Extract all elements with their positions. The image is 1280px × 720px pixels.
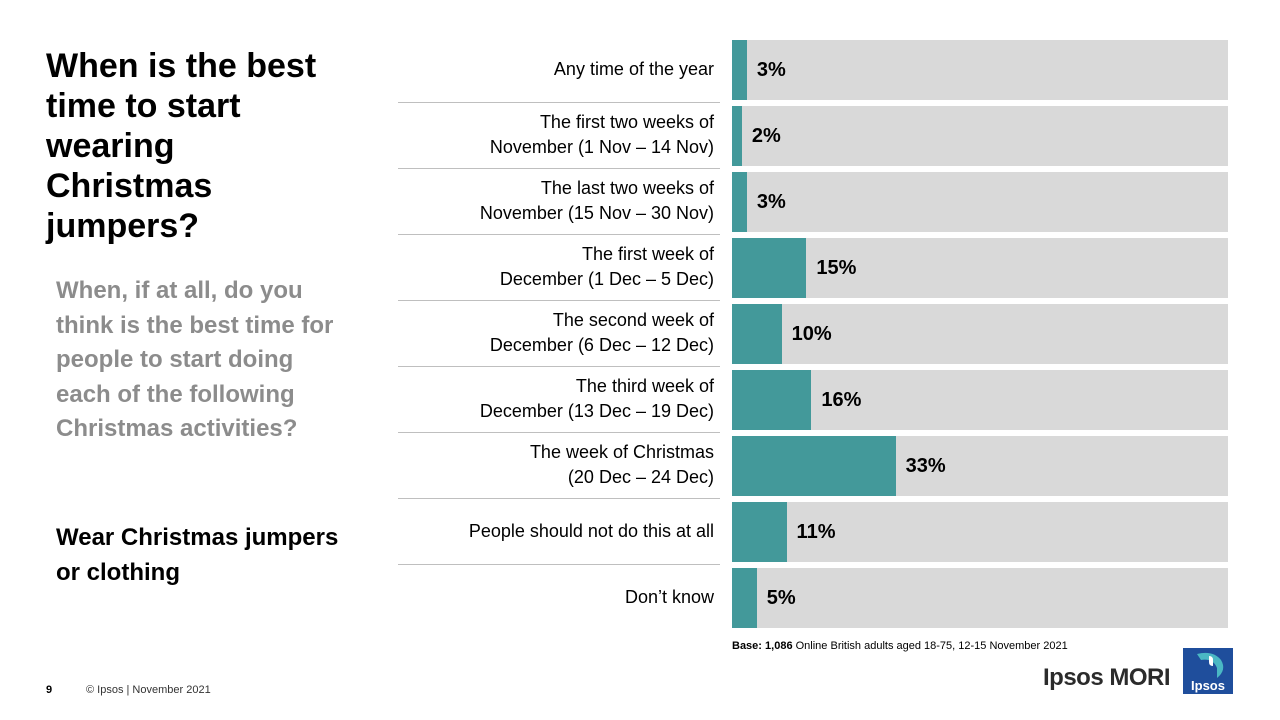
bar-value-label: 16% — [821, 388, 862, 411]
bar — [732, 304, 782, 364]
bar — [732, 370, 812, 430]
page-number: 9 — [46, 684, 53, 696]
category-label: The week of Christmas (20 Dec – 24 Dec) — [529, 442, 714, 487]
bar-value-label: 3% — [756, 190, 786, 213]
row-separator — [398, 366, 720, 367]
category-label: The first week of December (1 Dec – 5 De… — [499, 244, 714, 289]
bar-value-label: 15% — [816, 256, 857, 279]
category-label: The third week of December (13 Dec – 19 … — [479, 376, 714, 421]
category-label: People should not do this at all — [468, 520, 714, 541]
question-text: When, if at all, do you think is the bes… — [56, 277, 334, 442]
row-separator — [398, 432, 720, 433]
category-label: Don’t know — [624, 586, 714, 607]
bar-track: 3% — [732, 40, 1228, 100]
row-separator — [398, 168, 720, 169]
bar-value-label: 3% — [756, 58, 786, 81]
bar — [732, 436, 896, 496]
bar-value-label: 10% — [791, 322, 832, 345]
row-separator — [398, 102, 720, 103]
brand-name: Ipsos MORI — [1043, 664, 1171, 691]
row-separator — [398, 234, 720, 235]
bar — [732, 106, 742, 166]
bar — [732, 502, 787, 562]
category-label: The last two weeks of November (15 Nov –… — [479, 178, 714, 223]
bar-track: 15% — [732, 238, 1228, 298]
bar-value-label: 5% — [766, 586, 796, 609]
category-label: The first two weeks of November (1 Nov –… — [489, 112, 714, 157]
page-title: When is the best time to start wearing C… — [46, 47, 317, 245]
bar-track: 2% — [732, 106, 1228, 166]
bar-track: 10% — [732, 304, 1228, 364]
bar-track: 3% — [732, 172, 1228, 232]
bar — [732, 238, 807, 298]
category-label: The second week of December (6 Dec – 12 … — [489, 310, 714, 355]
logo-text: Ipsos — [1191, 678, 1225, 693]
bar — [732, 172, 747, 232]
bar-value-label: 11% — [796, 520, 836, 543]
bar-track: 5% — [732, 568, 1228, 628]
bar-track: 16% — [732, 370, 1228, 430]
bar-track: 33% — [732, 436, 1228, 496]
base-count: 1,086 — [765, 640, 793, 652]
row-separator — [398, 300, 720, 301]
bar — [732, 40, 747, 100]
base-text: Online British adults aged 18-75, 12-15 … — [795, 640, 1068, 652]
base-label: Base: — [732, 640, 762, 652]
base-note: Base: 1,086 Online British adults aged 1… — [732, 640, 1068, 652]
copyright: © Ipsos | November 2021 — [86, 684, 211, 696]
bar-track: 11% — [732, 502, 1228, 562]
bar-value-label: 33% — [905, 454, 946, 477]
bar — [732, 568, 757, 628]
activity-label: Wear Christmas jumpers or clothing — [56, 524, 339, 586]
row-separator — [398, 498, 720, 499]
ipsos-logo-icon: Ipsos — [1183, 648, 1233, 694]
category-label: Any time of the year — [553, 58, 714, 79]
row-separator — [398, 564, 720, 565]
bar-value-label: 2% — [751, 124, 781, 147]
